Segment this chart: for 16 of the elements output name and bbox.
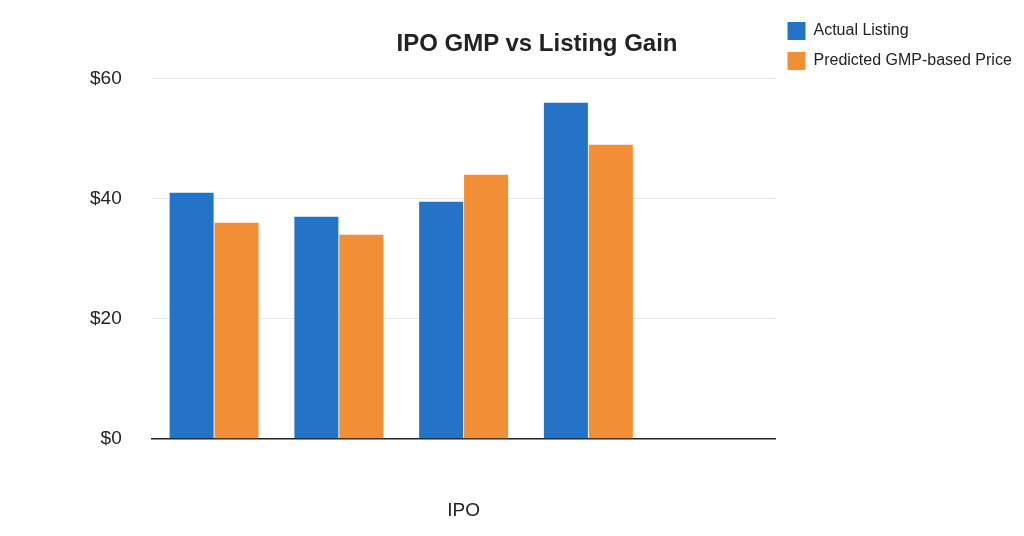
bar [588, 144, 633, 439]
bar [214, 222, 259, 439]
bar [169, 192, 214, 439]
y-tick-label: $0 [100, 427, 122, 449]
x-axis-title: IPO [447, 498, 480, 520]
y-tick-label: $20 [90, 307, 122, 329]
bar [419, 201, 464, 439]
legend-label: Predicted GMP-based Price [813, 51, 1012, 69]
bar [464, 174, 509, 439]
bar [294, 216, 339, 439]
bar [543, 102, 588, 439]
chart-title: IPO GMP vs Listing Gain [396, 29, 678, 57]
y-tick-label: $40 [90, 187, 122, 209]
bar [339, 234, 384, 439]
legend-label: Actual Listing [813, 21, 909, 39]
y-tick-label: $60 [90, 67, 122, 89]
